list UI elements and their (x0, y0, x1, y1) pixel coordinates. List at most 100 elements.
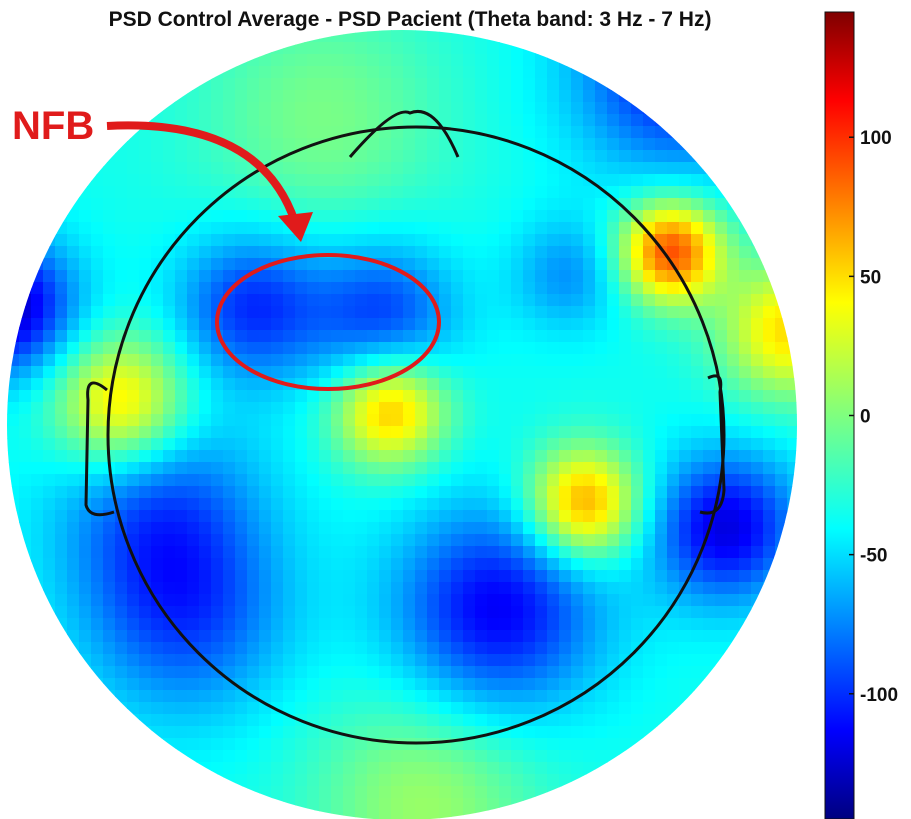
heatmap-cell (295, 282, 308, 295)
heatmap-cell (559, 102, 572, 115)
heatmap-cell (475, 234, 488, 247)
heatmap-cell (607, 114, 620, 127)
heatmap-cell (583, 186, 596, 199)
heatmap-cell (343, 210, 356, 223)
heatmap-cell (223, 258, 236, 271)
heatmap-cell (331, 366, 344, 379)
heatmap-cell (355, 78, 368, 91)
heatmap-cell (391, 342, 404, 355)
heatmap-cell (115, 246, 128, 259)
heatmap-cell (427, 354, 440, 367)
heatmap-cell (187, 198, 200, 211)
heatmap-cell (499, 222, 512, 235)
heatmap-cell (679, 234, 692, 247)
heatmap-cell (475, 318, 488, 331)
heatmap-cell (451, 318, 464, 331)
heatmap-cell (631, 162, 644, 175)
heatmap-cell (223, 330, 236, 343)
heatmap-cell (475, 210, 488, 223)
heatmap-cell (739, 246, 752, 259)
heatmap-cell (79, 222, 92, 235)
heatmap-cell (511, 78, 524, 91)
heatmap-cell (583, 234, 596, 247)
heatmap-cell (187, 138, 200, 151)
heatmap-cell (139, 354, 152, 367)
heatmap-cell (151, 138, 164, 151)
heatmap-cell (511, 222, 524, 235)
heatmap-cell (439, 354, 452, 367)
heatmap-cell (367, 186, 380, 199)
heatmap-cell (607, 270, 620, 283)
heatmap-cell (463, 270, 476, 283)
heatmap-cell (679, 342, 692, 355)
heatmap-cell (91, 342, 104, 355)
heatmap-cell (91, 282, 104, 295)
heatmap-cell (223, 306, 236, 319)
heatmap-cell (175, 150, 188, 163)
heatmap-cell (487, 78, 500, 91)
heatmap-cell (319, 174, 332, 187)
heatmap-cell (127, 342, 140, 355)
heatmap-cell (679, 162, 692, 175)
heatmap-cell (115, 366, 128, 379)
heatmap-cell (535, 330, 548, 343)
heatmap-cell (19, 366, 32, 379)
heatmap-cell (307, 102, 320, 115)
heatmap-cell (535, 282, 548, 295)
heatmap-cell (67, 246, 80, 259)
heatmap-cell (595, 234, 608, 247)
heatmap-cell (223, 222, 236, 235)
heatmap-cell (595, 198, 608, 211)
heatmap-cell (655, 246, 668, 259)
heatmap-cell (355, 114, 368, 127)
heatmap-cell (175, 162, 188, 175)
heatmap-cell (199, 366, 212, 379)
heatmap-cell (115, 270, 128, 283)
heatmap-cell (619, 318, 632, 331)
heatmap-cell (679, 210, 692, 223)
heatmap-cell (199, 186, 212, 199)
heatmap-cell (223, 246, 236, 259)
heatmap-cell (691, 366, 704, 379)
heatmap-cell (151, 330, 164, 343)
heatmap-cell (763, 294, 776, 307)
heatmap-cell (127, 246, 140, 259)
heatmap-cell (415, 138, 428, 151)
heatmap-cell (139, 318, 152, 331)
heatmap-cell (511, 186, 524, 199)
heatmap-cell (271, 198, 284, 211)
heatmap-cell (379, 66, 392, 79)
heatmap-cell (379, 330, 392, 343)
heatmap-cell (667, 198, 680, 211)
heatmap-cell (403, 198, 416, 211)
heatmap-cell (475, 294, 488, 307)
heatmap-cell (115, 198, 128, 211)
heatmap-cell (439, 138, 452, 151)
heatmap-cell (307, 78, 320, 91)
heatmap-cell (619, 342, 632, 355)
heatmap-cell (403, 30, 416, 43)
heatmap-cell (259, 198, 272, 211)
heatmap-cell (247, 306, 260, 319)
heatmap-cell (247, 354, 260, 367)
heatmap-cell (571, 198, 584, 211)
heatmap-cell (307, 366, 320, 379)
heatmap-cell (451, 114, 464, 127)
heatmap-cell (703, 306, 716, 319)
heatmap-cell (391, 198, 404, 211)
heatmap-cell (679, 330, 692, 343)
heatmap-cell (511, 246, 524, 259)
heatmap-cell (439, 282, 452, 295)
heatmap-cell (163, 210, 176, 223)
heatmap-cell (127, 162, 140, 175)
heatmap-cell (379, 138, 392, 151)
heatmap-cell (247, 234, 260, 247)
heatmap-cell (451, 102, 464, 115)
heatmap-cell (319, 354, 332, 367)
heatmap-cell (451, 306, 464, 319)
heatmap-cell (403, 174, 416, 187)
heatmap-cell (271, 342, 284, 355)
heatmap-cell (415, 330, 428, 343)
heatmap-cell (43, 294, 56, 307)
heatmap-cell (103, 186, 116, 199)
